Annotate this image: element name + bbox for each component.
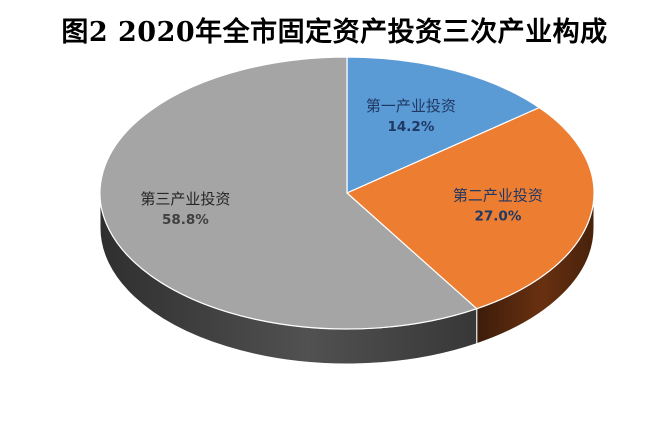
pie-slice-primary — [346, 56, 541, 194]
pie-top-layer — [99, 56, 595, 330]
pie-slice-secondary — [345, 106, 595, 310]
slice-value-primary: 14.2% — [388, 119, 435, 135]
slice-value-secondary: 27.0% — [475, 208, 522, 224]
slice-label-secondary: 第二产业投资 — [453, 186, 543, 204]
slice-label-tertiary: 第三产业投资 — [140, 190, 230, 208]
slice-label-primary: 第一产业投资 — [366, 97, 456, 115]
slice-value-tertiary: 58.8% — [162, 212, 209, 228]
chart-title: 图2 2020年全市固定资产投资三次产业构成 — [61, 17, 608, 48]
pie-slice-tertiary — [99, 56, 478, 330]
pie-label-layer: 第一产业投资 14.2% 第二产业投资 27.0% 第三产业投资 58.8% — [140, 97, 543, 228]
